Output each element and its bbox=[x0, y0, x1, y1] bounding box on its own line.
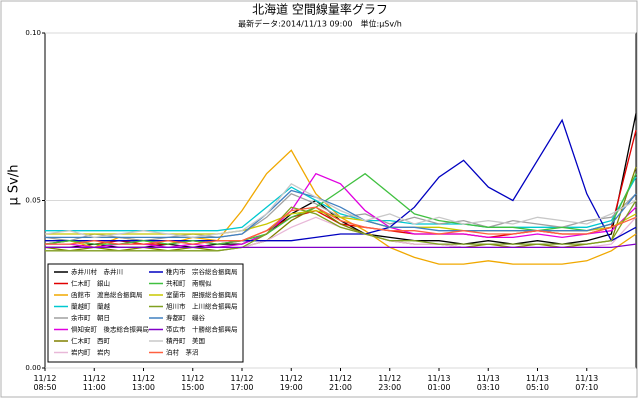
x-tick-label: 11/12 19:00 bbox=[279, 374, 303, 392]
series-line bbox=[45, 200, 637, 252]
legend-label: 函館市 渡島総合振興局 bbox=[71, 290, 143, 299]
y-tick-label: 0.00 bbox=[25, 364, 41, 372]
x-tick-label: 11/12 17:00 bbox=[230, 374, 254, 392]
legend-label: 岩内町 岩内 bbox=[71, 348, 110, 357]
x-tick-label: 11/13 05:10 bbox=[525, 374, 550, 392]
legend-label: 帯広市 十勝総合振興局 bbox=[166, 325, 238, 334]
series-line bbox=[45, 206, 637, 245]
y-tick-label: 0.05 bbox=[25, 197, 41, 205]
x-tick-label: 11/12 23:00 bbox=[378, 374, 402, 392]
legend-label: 泊村 茅沼 bbox=[166, 348, 199, 357]
legend-label: 稚内市 宗谷総合振興局 bbox=[166, 267, 238, 276]
legend-label: 蘭越町 蘭越 bbox=[71, 302, 111, 311]
x-tick-label: 11/12 15:00 bbox=[181, 374, 205, 392]
legend-label: 室蘭市 胆振総合振興局 bbox=[166, 290, 238, 299]
series-line bbox=[44, 182, 637, 239]
legend-label: 積丹町 美国 bbox=[166, 336, 205, 345]
legend-label: 赤井川村 赤井川 bbox=[71, 267, 123, 276]
x-tick-label: 11/12 21:00 bbox=[328, 374, 353, 392]
y-axis-label: μ Sv/h bbox=[7, 165, 22, 206]
legend-box bbox=[47, 263, 244, 363]
legend-label: 余市町 朝日 bbox=[71, 313, 110, 322]
x-tick-label: 11/13 07:10 bbox=[575, 374, 599, 392]
x-tick-label: 11/12 08:50 bbox=[33, 374, 57, 392]
legend-label: 仁木町 西町 bbox=[71, 336, 111, 345]
legend-label: 倶知安町 後志総合振興局 bbox=[71, 325, 149, 334]
legend-label: 寿都町 磯谷 bbox=[166, 313, 206, 322]
legend-label: 共和町 南幌似 bbox=[166, 279, 212, 288]
legend-label: 旭川市 上川総合振興局 bbox=[166, 302, 238, 311]
x-tick-label: 11/13 01:00 bbox=[427, 374, 451, 392]
chart-subtitle: 最新データ:2014/11/13 09:00 単位:μSv/h bbox=[238, 19, 402, 29]
y-tick-label: 0.10 bbox=[25, 29, 41, 37]
chart-title: 北海道 空間線量率グラフ bbox=[252, 2, 388, 17]
series-line bbox=[45, 243, 637, 249]
x-tick-label: 11/12 11:00 bbox=[82, 374, 106, 392]
legend-label: 仁木町 銀山 bbox=[71, 279, 110, 288]
x-tick-label: 11/12 13:00 bbox=[131, 374, 156, 392]
x-tick-label: 11/13 03:10 bbox=[476, 374, 500, 392]
